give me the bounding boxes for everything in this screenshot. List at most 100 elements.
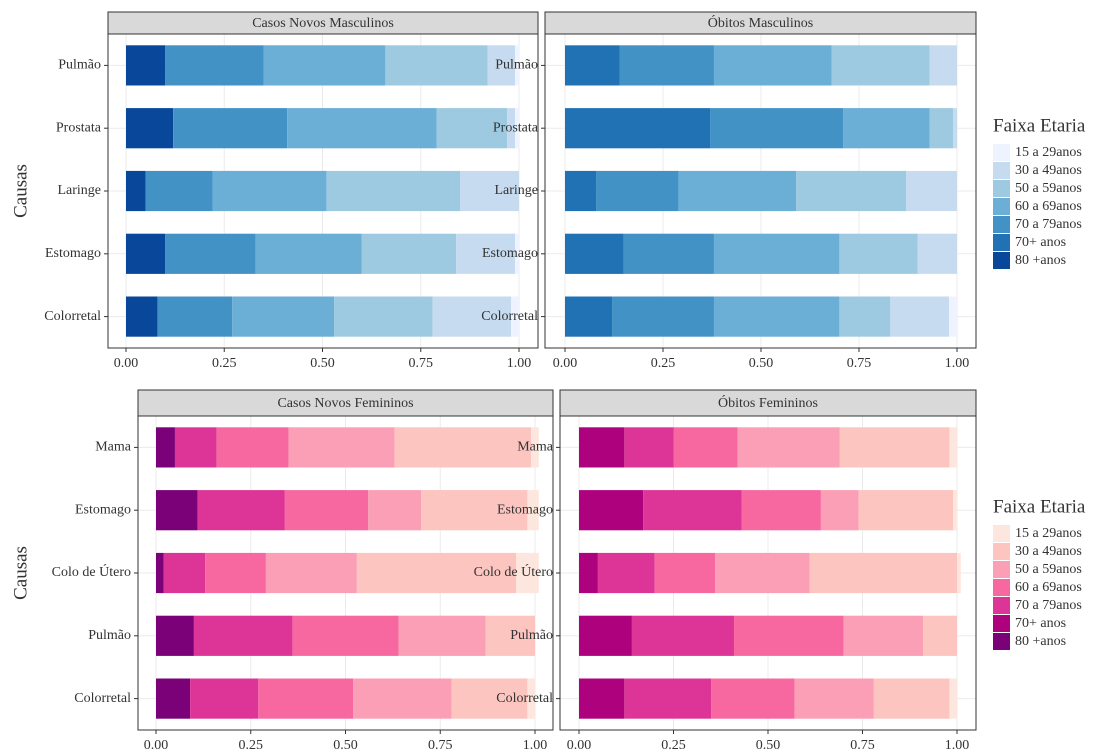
bar-segment [197,490,285,531]
bar-segment [287,108,437,149]
panel-title: Óbitos Femininos [718,394,818,411]
legend-swatch [993,252,1010,269]
bar-segment [145,170,213,212]
bar-segment [126,170,146,212]
legend-label: 70+ anos [1015,616,1066,631]
bar-segment [361,233,457,274]
bar-segment [565,108,711,149]
x-tick-label: 0.25 [239,738,264,753]
bar-segment [156,427,175,468]
y-tick-label: Colo de Útero [52,563,131,580]
bar-segment [193,615,293,656]
bar-segment [394,427,532,468]
x-tick-label: 0.25 [661,738,686,753]
bar-segment [565,296,613,337]
bar-segment [949,678,957,719]
legend-swatch [993,543,1010,560]
bar-segment [265,552,357,594]
bar-segment [212,170,327,212]
x-tick-label: 0.25 [212,356,237,371]
bar-segment [527,678,535,719]
bar-segment [713,233,840,274]
bar-segment [953,490,957,531]
y-tick-label: Colorretal [74,691,131,706]
y-tick-label: Mama [95,440,132,455]
bar-segment [511,296,519,337]
legend-label: 50 a 59anos [1015,562,1082,577]
bar-segment [890,296,950,337]
bar-segment [839,296,891,337]
bar-segment [839,233,918,274]
bar-segment [368,490,422,531]
bar-segment [579,552,598,594]
y-tick-label: Laringe [494,183,538,198]
y-tick-label: Prostata [56,120,102,135]
legend-swatch [993,561,1010,578]
y-tick-label: Estomago [482,246,538,261]
bar-segment [624,678,712,719]
bar-segment [156,678,191,719]
bar-segment [619,45,714,86]
x-tick-label: 0.00 [567,738,592,753]
strip [107,11,539,35]
y-tick-label: Colorretal [44,309,101,324]
bar-segment [957,552,961,594]
x-tick-label: 0.50 [310,356,335,371]
x-tick-label: 0.25 [651,356,676,371]
bar-segment [673,427,738,468]
bar-segment [353,678,452,719]
bar-segment [917,233,957,274]
strip [559,389,977,417]
legend-swatch [993,234,1010,251]
bar-segment [456,233,516,274]
y-axis-title: Causas [10,546,31,600]
bar-segment [356,552,517,594]
bar-segment [126,45,166,86]
bar-segment [126,108,174,149]
bar-segment [809,552,957,594]
legend-label: 15 a 29anos [1015,526,1082,541]
bar-segment [174,427,217,468]
legend-title: Faixa Etaria [993,115,1086,136]
bar-segment [485,615,535,656]
bar-segment [820,490,859,531]
bar-segment [165,233,256,274]
y-axis-title: Causas [10,164,31,218]
bar-segment [623,233,714,274]
x-tick-label: 0.50 [756,738,781,753]
bar-segment [741,490,821,531]
bar-segment [516,552,539,594]
bar-segment [326,170,461,212]
y-tick-label: Prostata [493,120,539,135]
bar-segment [436,108,508,149]
bar-segment [929,108,954,149]
y-tick-label: Estomago [75,502,131,517]
bar-segment [597,552,655,594]
y-tick-label: Pulmão [510,628,553,643]
x-tick-label: 0.75 [409,356,434,371]
bar-segment [288,427,395,468]
bar-segment [334,296,433,337]
y-tick-label: Mama [517,440,554,455]
bar-segment [579,615,632,656]
legend-title: Faixa Etaria [993,496,1086,517]
bar-segment [487,45,516,86]
bar-segment [460,170,519,212]
legend-swatch [993,144,1010,161]
x-tick-label: 0.00 [553,356,578,371]
x-tick-label: 1.00 [945,738,970,753]
strip [137,389,554,417]
bar-segment [654,552,716,594]
legend-swatch [993,180,1010,197]
legend-label: 30 a 49anos [1015,544,1082,559]
bar-segment [596,170,679,212]
bar-segment [284,490,369,531]
bar-segment [843,615,923,656]
bar-segment [255,233,362,274]
y-tick-label: Pulmão [495,58,538,73]
bar-segment [713,296,840,337]
legend-label: 70 a 79anos [1015,217,1082,232]
y-tick-label: Colorretal [496,691,553,706]
bar-segment [385,45,488,86]
bar-segment [612,296,714,337]
